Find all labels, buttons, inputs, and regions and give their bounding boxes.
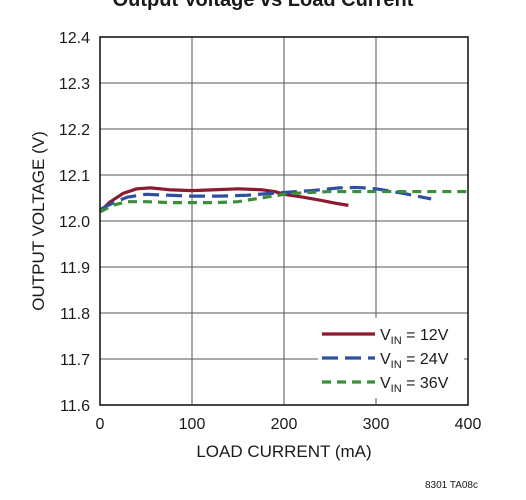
- legend-label-main: V: [380, 375, 391, 392]
- legend-label-rest: = 12V: [402, 327, 449, 344]
- x-tick-labels: 0 100 200 300 400: [96, 416, 482, 433]
- chart-title: Output Voltage vs Load Current: [113, 0, 414, 11]
- x-tick-label: 400: [455, 416, 482, 433]
- series-line-3: [99, 189, 468, 214]
- y-tick-label: 11.7: [60, 352, 90, 369]
- series-lines: [98, 185, 468, 214]
- legend-background: [318, 318, 464, 398]
- figure-id: 8301 TA08c: [425, 480, 478, 491]
- legend-label-main: V: [380, 351, 391, 368]
- y-tick-label: 11.9: [60, 260, 90, 277]
- x-tick-label: 100: [179, 416, 206, 433]
- y-axis-title: OUTPUT VOLTAGE (V): [29, 131, 48, 310]
- legend-label-sub: IN: [391, 359, 402, 371]
- y-tick-label: 11.6: [60, 398, 90, 415]
- legend-label-main: V: [380, 327, 391, 344]
- legend-label-1: VIN = 12V: [380, 327, 449, 347]
- x-tick-label: 300: [363, 416, 390, 433]
- legend-label-3: VIN = 36V: [380, 375, 449, 395]
- x-tick-label: 200: [271, 416, 298, 433]
- y-tick-label: 12.2: [59, 122, 90, 139]
- series-line-2: [99, 185, 432, 211]
- legend-label-sub: IN: [391, 335, 402, 347]
- x-axis-title: LOAD CURRENT (mA): [196, 442, 371, 461]
- legend-label-rest: = 24V: [402, 351, 449, 368]
- legend-label-sub: IN: [391, 383, 402, 395]
- y-tick-label: 12.0: [59, 214, 90, 231]
- series-line-1: [98, 186, 349, 213]
- y-tick-label: 11.8: [60, 306, 90, 323]
- y-tick-label: 12.4: [59, 30, 90, 47]
- legend-label-rest: = 36V: [402, 375, 449, 392]
- y-tick-label: 12.3: [59, 76, 90, 93]
- y-tick-label: 12.1: [59, 168, 90, 185]
- y-tick-labels: 11.6 11.7 11.8 11.9 12.0 12.1 12.2 12.3 12.4: [59, 30, 90, 415]
- legend-label-2: VIN = 24V: [380, 351, 449, 371]
- plot-frame: [99, 36, 469, 406]
- x-tick-label: 0: [96, 416, 105, 433]
